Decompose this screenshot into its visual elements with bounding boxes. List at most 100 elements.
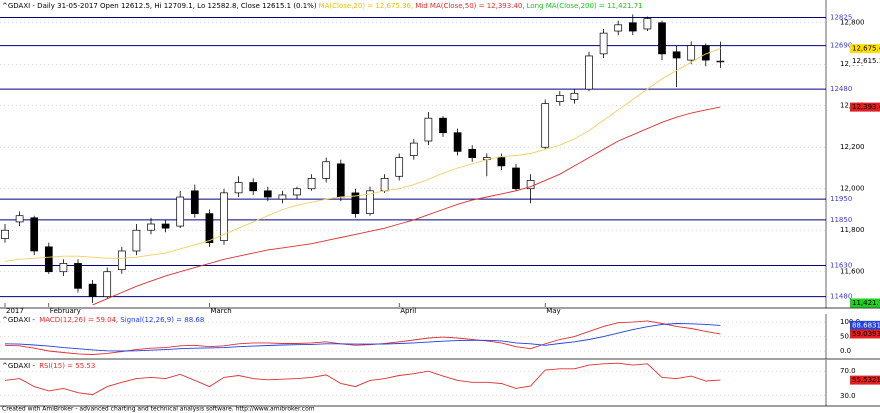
panel-title: ^GDAXI - Daily 31-05-2017 Open 12612.5, … bbox=[2, 2, 643, 10]
candle-body bbox=[716, 60, 725, 63]
value-badge-label: 12,393.40 bbox=[852, 103, 880, 111]
series-line bbox=[4, 362, 721, 396]
level-label: 11950 bbox=[830, 195, 852, 203]
level-label: 11850 bbox=[830, 216, 852, 224]
candle-body bbox=[614, 24, 623, 32]
candle-body bbox=[147, 223, 155, 231]
level-label: 12480 bbox=[830, 85, 852, 93]
title-part: Signal(12,26,9) = 88.68 bbox=[120, 316, 204, 324]
panel-title: ^GDAXI - RSI(15) = 55.53 bbox=[2, 362, 95, 370]
title-part: MA(Close,20) = 12,675.36, bbox=[319, 2, 414, 10]
value-badge-label: 88.6831 bbox=[852, 321, 880, 329]
value-badge-label: 12,615.1 bbox=[852, 57, 880, 65]
level-label: 11630 bbox=[830, 262, 852, 270]
series-line bbox=[92, 106, 721, 306]
title-part: ^GDAXI - bbox=[2, 316, 37, 324]
x-tick-label: February bbox=[50, 307, 81, 315]
candle-body bbox=[672, 51, 681, 59]
title-part: Mid MA(Close,50) = 12,393.40, bbox=[415, 2, 524, 10]
candle-body bbox=[117, 250, 126, 271]
candle-body bbox=[322, 161, 331, 179]
candle-body bbox=[585, 55, 593, 90]
candle-body bbox=[88, 283, 97, 297]
candle-body bbox=[570, 92, 579, 100]
title-part: Long MA(Close,200) = 11,421.71 bbox=[527, 2, 643, 10]
y-tick-label: 12,200 bbox=[840, 143, 865, 151]
panel-title: ^GDAXI - MACD(12,26) = 59.04, Signal(12,2… bbox=[2, 316, 204, 324]
title-part: MACD(12,26) = 59.04, bbox=[39, 316, 118, 324]
y-tick-label: 11,600 bbox=[840, 268, 865, 276]
candle-body bbox=[599, 32, 608, 55]
candle-body bbox=[220, 192, 228, 241]
candle-body bbox=[278, 194, 287, 200]
candle-body bbox=[366, 190, 374, 214]
level-label: 12825 bbox=[830, 14, 852, 22]
value-badge bbox=[850, 329, 880, 339]
candle-body bbox=[351, 192, 360, 214]
candle-body bbox=[658, 22, 666, 55]
value-badge-label: 55.5321 bbox=[852, 376, 880, 384]
level-label: 12690 bbox=[830, 42, 852, 50]
candle-body bbox=[293, 188, 301, 196]
candle-body bbox=[307, 178, 316, 190]
y-tick-label: 12,800 bbox=[840, 19, 865, 27]
series-line bbox=[4, 323, 721, 352]
y-tick-label: 0.0 bbox=[840, 347, 851, 355]
candle-body bbox=[176, 196, 185, 227]
title-part: ^GDAXI - bbox=[2, 362, 37, 370]
candle-body bbox=[336, 163, 345, 198]
candle-body bbox=[190, 190, 199, 214]
candle-body bbox=[512, 167, 520, 190]
candle-body bbox=[395, 157, 404, 177]
value-badge bbox=[850, 44, 880, 54]
y-tick-label: 50.0 bbox=[840, 333, 856, 341]
candle-body bbox=[205, 213, 214, 244]
y-tick-label: 30.0 bbox=[840, 392, 856, 400]
candle-body bbox=[687, 45, 696, 61]
x-tick-label: May bbox=[546, 307, 560, 315]
candle-body bbox=[526, 180, 535, 190]
candle-body bbox=[161, 223, 170, 229]
candle-body bbox=[541, 103, 550, 148]
value-badge-label: 12,675.4 bbox=[852, 45, 880, 53]
candle-body bbox=[643, 18, 652, 30]
value-badge bbox=[850, 320, 880, 330]
value-badge bbox=[850, 102, 880, 112]
candle-body bbox=[30, 217, 39, 252]
series-line bbox=[4, 48, 721, 262]
candle-body bbox=[439, 117, 447, 134]
candle-body bbox=[59, 263, 68, 273]
y-tick-label: 11,800 bbox=[840, 226, 865, 234]
candle-body bbox=[424, 117, 433, 142]
y-tick-label: 12,000 bbox=[840, 185, 865, 193]
candle-body bbox=[263, 190, 272, 198]
candle-body bbox=[628, 22, 637, 32]
candle-body bbox=[234, 182, 243, 194]
candle-body bbox=[380, 178, 389, 192]
value-badge-label: 59.0393 bbox=[852, 330, 880, 338]
x-tick-label: March bbox=[210, 307, 231, 315]
candle-body bbox=[74, 263, 82, 289]
candle-body bbox=[1, 229, 9, 239]
x-tick-label: April bbox=[400, 307, 416, 315]
candle-body bbox=[555, 95, 564, 102]
title-part: ^GDAXI - Daily 31-05-2017 Open 12612.5, … bbox=[2, 2, 317, 10]
candle-body bbox=[497, 157, 506, 167]
y-tick-label: 70.0 bbox=[840, 367, 856, 375]
x-tick-label: 2017 bbox=[6, 307, 24, 315]
candle-body bbox=[44, 246, 53, 273]
level-label: 11480 bbox=[830, 293, 852, 301]
value-badge-label: 11,421.71 bbox=[852, 299, 880, 307]
candle-body bbox=[453, 132, 462, 152]
footer: Created with AmiBroker - advanced charti… bbox=[2, 406, 315, 413]
value-badge bbox=[850, 56, 880, 66]
candle-body bbox=[249, 182, 258, 192]
value-badge bbox=[850, 298, 880, 308]
candle-body bbox=[468, 148, 477, 158]
candle-body bbox=[103, 271, 112, 297]
candle-body bbox=[132, 229, 141, 252]
title-part: RSI(15) = 55.53 bbox=[39, 362, 95, 370]
candle-body bbox=[15, 215, 24, 223]
